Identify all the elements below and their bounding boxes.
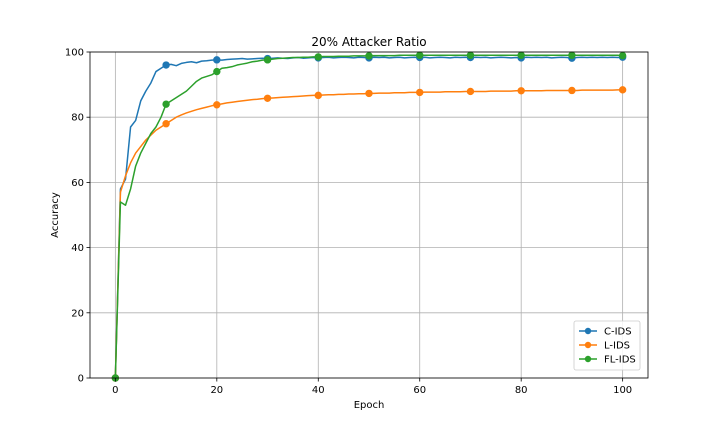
marker-fl-ids-30 [263, 56, 272, 64]
marker-fl-ids-70 [466, 51, 475, 59]
x-tick-label-1: 20 [210, 385, 223, 396]
marker-fl-ids-100 [618, 51, 627, 60]
legend-marker-l-ids [584, 341, 592, 349]
marker-fl-ids-50 [365, 52, 373, 60]
marker-fl-ids-80 [517, 51, 525, 59]
marker-fl-ids-90 [568, 51, 576, 59]
marker-l-ids-10 [162, 120, 170, 128]
marker-l-ids-80 [517, 87, 525, 95]
x-tick-label-0: 0 [112, 385, 118, 396]
marker-l-ids-30 [263, 94, 272, 102]
marker-fl-ids-60 [416, 51, 424, 59]
y-tick-label-3: 60 [71, 178, 84, 189]
series-layer [111, 51, 627, 382]
legend-label-l-ids: L-IDS [604, 341, 630, 352]
marker-l-ids-60 [416, 88, 424, 97]
x-tick-label-5: 100 [613, 385, 632, 396]
marker-fl-ids-10 [162, 100, 170, 108]
legend-label-c-ids: C-IDS [604, 327, 632, 338]
marker-c-ids-20 [213, 56, 221, 64]
y-tick-label-5: 100 [65, 48, 84, 59]
marker-l-ids-50 [365, 89, 373, 98]
marker-l-ids-90 [568, 86, 576, 95]
y-tick-label-4: 80 [71, 113, 84, 124]
marker-fl-ids-40 [314, 53, 322, 61]
marker-l-ids-70 [466, 87, 475, 96]
plot-frame [89, 51, 649, 379]
y-tick-label-1: 20 [71, 308, 84, 319]
marker-l-ids-100 [618, 86, 627, 94]
marker-l-ids-40 [314, 91, 322, 100]
y-tick-label-2: 40 [71, 243, 84, 254]
marker-l-ids-20 [213, 101, 221, 109]
y-tick-label-0: 0 [78, 374, 84, 385]
marker-fl-ids-20 [213, 67, 221, 76]
legend: C-IDS L-IDS FL-IDS [573, 320, 641, 371]
chart-title: 20% Attacker Ratio [311, 35, 426, 49]
x-axis-label: Epoch [354, 400, 385, 411]
x-tick-label-2: 40 [312, 385, 325, 396]
legend-marker-fl-ids [584, 355, 592, 363]
ticks: 0 20 40 60 80 100 0 20 40 60 80 100 [65, 48, 632, 397]
y-axis-label: Accuracy [50, 192, 61, 238]
x-tick-label-3: 60 [413, 385, 426, 396]
legend-marker-c-ids [584, 327, 592, 335]
marker-c-ids-10 [162, 61, 170, 69]
x-tick-label-4: 80 [515, 385, 528, 396]
legend-label-fl-ids: FL-IDS [604, 355, 636, 366]
